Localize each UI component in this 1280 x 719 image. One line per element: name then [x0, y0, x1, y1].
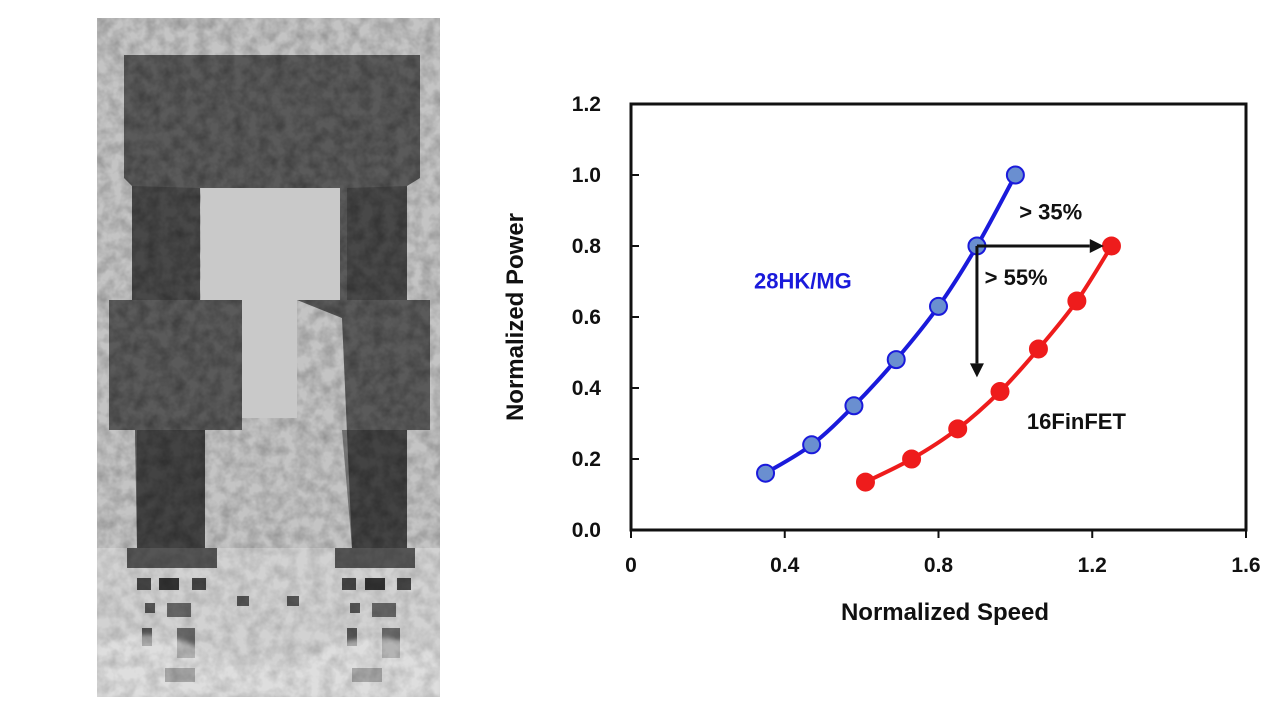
y-tick-label: 0.4: [572, 377, 602, 400]
data-point: [756, 463, 776, 483]
data-point: [1067, 291, 1087, 311]
y-tick-label: 0.8: [572, 235, 602, 258]
data-point: [1028, 339, 1048, 359]
y-tick-label: 1.0: [572, 164, 601, 187]
plot-area: [629, 102, 1248, 532]
series-layer: [756, 165, 1121, 492]
cross-section-micrograph: [97, 18, 440, 697]
y-tick-label: 0.2: [572, 448, 601, 471]
annotation-layer: [969, 239, 1104, 378]
y-tick-label: 0.0: [572, 519, 601, 542]
data-point: [855, 472, 875, 492]
y-tick-label: 0.6: [572, 306, 601, 329]
label-layer: > 35% > 55% 28HK/MG 16FinFET: [754, 199, 1126, 433]
data-point: [990, 382, 1010, 402]
y-tick-label: 1.2: [572, 93, 601, 116]
x-tick-label: 1.2: [1078, 554, 1107, 577]
data-point: [1101, 236, 1121, 256]
power-reduction-label: > 55%: [985, 265, 1048, 290]
y-axis-ticks: 0.0 0.2 0.4 0.6 0.8 1.0 1.2: [572, 93, 639, 542]
power-reduction-arrow-head: [969, 363, 984, 378]
x-axis-title: Normalized Speed: [841, 599, 1049, 626]
data-point: [948, 419, 968, 439]
data-point: [929, 296, 948, 316]
y-axis-title: Normalized Power: [502, 213, 529, 421]
data-point: [902, 449, 922, 469]
center-pillar: [201, 188, 340, 418]
speed-gain-arrow-head: [1089, 239, 1104, 253]
data-point: [1005, 165, 1025, 185]
x-axis-ticks: 0 0.4 0.8 1.2 1.6: [625, 530, 1261, 577]
power-speed-chart: 0.0 0.2 0.4 0.6 0.8 1.0 1.2 0 0.4 0.8 1.2 1.6 > 35…: [502, 93, 1261, 626]
speed-gain-label: > 35%: [1019, 199, 1082, 224]
x-tick-label: 0: [625, 554, 637, 577]
data-point: [844, 396, 864, 416]
x-tick-label: 1.6: [1231, 554, 1260, 577]
series-label-16finfet: 16FinFET: [1027, 409, 1127, 434]
x-tick-label: 0.8: [924, 554, 954, 577]
data-point: [886, 350, 906, 370]
data-point: [802, 435, 822, 455]
x-tick-label: 0.4: [770, 554, 800, 577]
series-label-28hkmg: 28HK/MG: [754, 269, 852, 294]
